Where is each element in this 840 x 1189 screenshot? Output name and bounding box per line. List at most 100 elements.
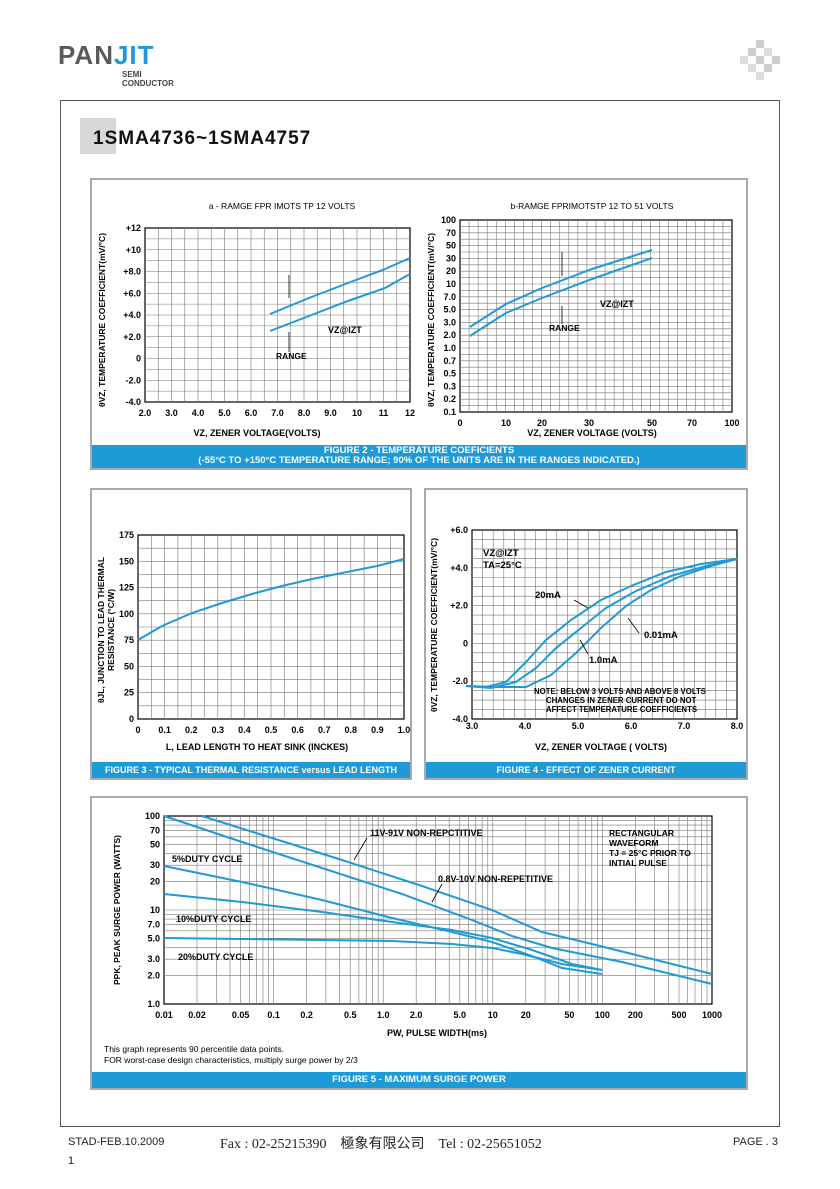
tick-label: 0.01: [155, 1010, 173, 1020]
tick-label: -2.0: [125, 375, 141, 385]
fig3-ticks: 175 150 125 100 75 50 25 00 0.1 0.2 0.3 0.4 0.5 0.6 0.…: [119, 530, 410, 735]
tick-label: 5.0: [572, 721, 585, 731]
fig2a-grid: [144, 227, 411, 403]
fig5-note-2: FOR worst-case design characteristics, m…: [104, 1055, 358, 1065]
tick-label: 8.0: [298, 408, 311, 418]
tick-label: 0.5: [344, 1010, 357, 1020]
figure-2-caption-line2: (-55°C TO +150°C TEMPERATURE RANGE; 90% …: [198, 455, 640, 466]
figure-5-panel: 100 70 50 30 20 10 7.0 5.0 3.0 2.0 1.0 0.01 0.02 0.05…: [90, 796, 748, 1090]
tick-label: 1000: [702, 1010, 722, 1020]
tick-label: 0.6: [291, 725, 304, 735]
fig5-curve-10pct: [163, 893, 603, 971]
fig5-rect-2: WAVEFORM: [609, 838, 658, 848]
fig5-rect-1: RECTANGULAR: [609, 828, 674, 838]
fig2b-grid: [459, 219, 733, 413]
figure-4-panel: +6.0 +4.0 +2.0 0 -2.0 -4.0 3.0 4.0 5.0 6.0 7.0 8.0 …: [424, 488, 748, 780]
tick-label: 2.0: [147, 971, 160, 981]
fig3-grid: [137, 534, 405, 720]
tick-label: 7.0: [271, 408, 284, 418]
fig4-curve-001ma: [465, 558, 738, 688]
tick-label: 10: [488, 1010, 498, 1020]
fig5-curve-08v: [163, 815, 713, 985]
tick-label: 20: [521, 1010, 531, 1020]
tick-label: +2.0: [123, 332, 141, 342]
tick-label: 3.0: [165, 408, 178, 418]
tick-label: 5.0: [454, 1010, 467, 1020]
tick-label: 12: [405, 408, 415, 418]
figure-3-panel: 175 150 125 100 75 50 25 0 0 0.1 0.2 0.3 0.4 0.5 0.6 0.…: [90, 488, 412, 780]
tick-label: 10: [501, 418, 511, 428]
tick-label: 9.0: [324, 408, 337, 418]
fig5-label-11v: 11V-91V NON-REPCTITIVE: [370, 828, 483, 838]
tick-label: 3.0: [466, 721, 479, 731]
tick-label: 100: [724, 418, 739, 428]
fig4-xlabel: VZ, ZENER VOLTAGE ( VOLTS): [535, 742, 667, 752]
tick-label: 0.2: [443, 394, 456, 404]
tick-label: +4.0: [450, 563, 468, 573]
fig5-label-20pct: 20%DUTY CYCLE: [178, 952, 253, 962]
figure-2-panel: a - RAMGE FPR IMOTS TP 12 VOLTS +12 +10 +8…: [90, 178, 748, 470]
logo-pan: PAN: [58, 40, 114, 70]
fig3-ylabel-1: θJL, JUNCTION TO LEAD THERMAL: [96, 557, 106, 703]
tick-label: 1.0: [398, 725, 410, 735]
tick-label: 1.0: [377, 1010, 390, 1020]
tick-label: 0.7: [318, 725, 331, 735]
figure-3-caption: FIGURE 3 - TYPICAL THERMAL RESISTANCE ve…: [92, 762, 410, 778]
tick-label: 10: [150, 905, 160, 915]
tick-label: 11: [379, 408, 389, 418]
tick-label: +4.0: [123, 310, 141, 320]
tick-label: 70: [446, 228, 456, 238]
tick-label: 0: [129, 714, 134, 724]
tick-label: 100: [119, 609, 134, 619]
tick-label: 100: [145, 811, 160, 821]
tick-label: 20: [537, 418, 547, 428]
tick-label: 10: [352, 408, 362, 418]
fig4-arrow-001ma: [627, 617, 640, 634]
figure-4-chart: +6.0+4.0+2.00-2.0-4.03.0 4.0 5.0 6.0 7.0 8.0 …: [429, 525, 743, 752]
fig4-label-1ma: 1.0mA: [589, 655, 618, 666]
tick-label: 0: [136, 354, 141, 364]
tick-label: 70: [150, 826, 160, 836]
tick-label: 0.5: [443, 369, 456, 379]
tick-label: 0.9: [371, 725, 384, 735]
tick-label: 6.0: [625, 721, 638, 731]
fig5-label-10pct: 10%DUTY CYCLE: [176, 914, 251, 924]
fig2a-xlabel: VZ, ZENER VOLTAGE(VOLTS): [194, 428, 321, 438]
tick-label: +6.0: [123, 288, 141, 298]
tick-label: 0: [457, 418, 462, 428]
tick-label: 0.5: [265, 725, 278, 735]
tick-label: 4.0: [519, 721, 532, 731]
tick-label: 7.0: [678, 721, 691, 731]
tick-label: 5.0: [443, 305, 456, 315]
fig4-ylabel: θVZ, TEMPERATURE COEFFICIENT(mV/°C): [429, 538, 439, 712]
tick-label: 20: [446, 266, 456, 276]
company-logo: PANJIT SEMI CONDUCTOR: [58, 40, 188, 90]
tick-label: 50: [124, 661, 134, 671]
tick-label: 20: [150, 877, 160, 887]
tick-label: 0.3: [212, 725, 225, 735]
tick-label: 5.0: [218, 408, 231, 418]
fig2a-ticks: +12 +10 +8.0 +6.0 +4.0 +2.0 0 -2.0 -4.02.0 3.0 4.0…: [123, 223, 415, 418]
fig2b-lower-curve: [469, 257, 653, 337]
tick-label: 3.0: [443, 317, 456, 327]
tick-label: +10: [126, 245, 141, 255]
fig4-ticks: +6.0 +4.0 +2.0 0 -2.0 -4.03.0 4.0 5.0 6.0 7.0 8.0: [450, 525, 743, 731]
fig4-note-3: AFFECT TEMPERATURE COEFFICIENTS: [546, 705, 697, 714]
tick-label: +12: [126, 223, 141, 233]
tick-label: 0: [135, 725, 140, 735]
fig2a-title: a - RAMGE FPR IMOTS TP 12 VOLTS: [209, 201, 356, 211]
tick-label: 2.0: [139, 408, 152, 418]
figure-2-caption-line1: FIGURE 2 - TEMPERATURE COEFICIENTS: [323, 445, 515, 456]
fig5-arrow-11v: [353, 837, 368, 861]
fig5-curve-5pct: [163, 865, 603, 975]
tick-label: 6.0: [245, 408, 258, 418]
tick-label: 150: [119, 556, 134, 566]
page-title: 1SMA4736~1SMA4757: [93, 128, 312, 149]
tick-label: -2.0: [452, 676, 468, 686]
tick-label: 7.0: [443, 292, 456, 302]
tick-label: 30: [150, 860, 160, 870]
fig2b-range-label: RANGE: [549, 323, 580, 333]
tick-label: 0.8: [345, 725, 358, 735]
tick-label: 0.4: [238, 725, 251, 735]
